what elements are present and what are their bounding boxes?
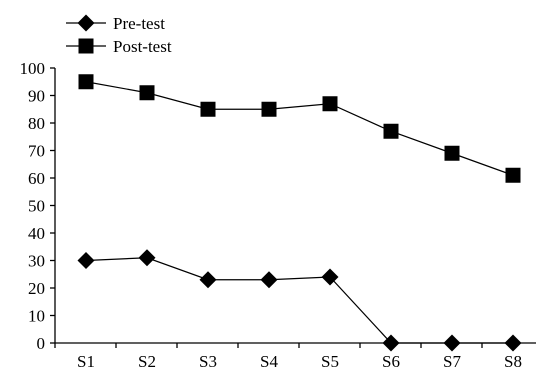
diamond-data-point: [443, 334, 461, 352]
y-tick-label: 50: [28, 197, 45, 216]
diamond-data-point: [382, 334, 400, 352]
square-data-point: [383, 123, 399, 139]
x-tick-label: S7: [443, 352, 461, 367]
square-data-point: [78, 74, 94, 90]
diamond-marker-icon: [77, 14, 95, 32]
y-tick-label: 0: [37, 334, 46, 353]
legend-item: Pre-test: [66, 14, 165, 33]
series-post-test: [78, 74, 521, 183]
square-data-point: [139, 85, 155, 101]
square-marker-icon: [78, 38, 94, 54]
legend: Pre-test Post-test: [66, 14, 172, 56]
y-tick-label: 40: [28, 224, 45, 243]
x-tick-label: S6: [382, 352, 400, 367]
square-data-point: [444, 145, 460, 161]
data-series: [77, 74, 522, 352]
x-tick-label: S2: [138, 352, 156, 367]
square-data-point: [505, 167, 521, 183]
axes: [50, 67, 536, 348]
y-tick-label: 70: [28, 142, 45, 161]
diamond-data-point: [321, 268, 339, 286]
y-tick-label: 10: [28, 307, 45, 326]
x-tick-label: S8: [504, 352, 522, 367]
x-tick-label: S3: [199, 352, 217, 367]
diamond-data-point: [77, 252, 95, 269]
y-tick-label: 30: [28, 252, 45, 271]
square-data-point: [200, 101, 216, 117]
series-line: [85, 81, 514, 176]
legend-item: Post-test: [66, 37, 172, 56]
y-tick-label: 20: [28, 279, 45, 298]
square-data-point: [261, 101, 277, 117]
x-tick-label: S5: [321, 352, 339, 367]
diamond-data-point: [138, 249, 156, 267]
x-tick-label: S1: [77, 352, 95, 367]
y-tick-label: 80: [28, 114, 45, 133]
diamond-data-point: [199, 271, 217, 289]
x-tick-label: S4: [260, 352, 278, 367]
square-data-point: [322, 96, 338, 112]
legend-label: Post-test: [113, 37, 172, 56]
diamond-data-point: [504, 334, 522, 352]
y-tick-label: 60: [28, 169, 45, 188]
legend-label: Pre-test: [113, 14, 165, 33]
series-pre-test: [77, 249, 522, 352]
y-tick-label: 100: [20, 59, 46, 78]
tick-labels: 0 10 20 30 40 50 60 70 80 90 100 S1 S2 S3 S4 S5 S6 S7 S8: [20, 59, 522, 367]
diamond-data-point: [260, 271, 278, 289]
series-line: [85, 257, 513, 344]
y-tick-label: 90: [28, 87, 45, 106]
